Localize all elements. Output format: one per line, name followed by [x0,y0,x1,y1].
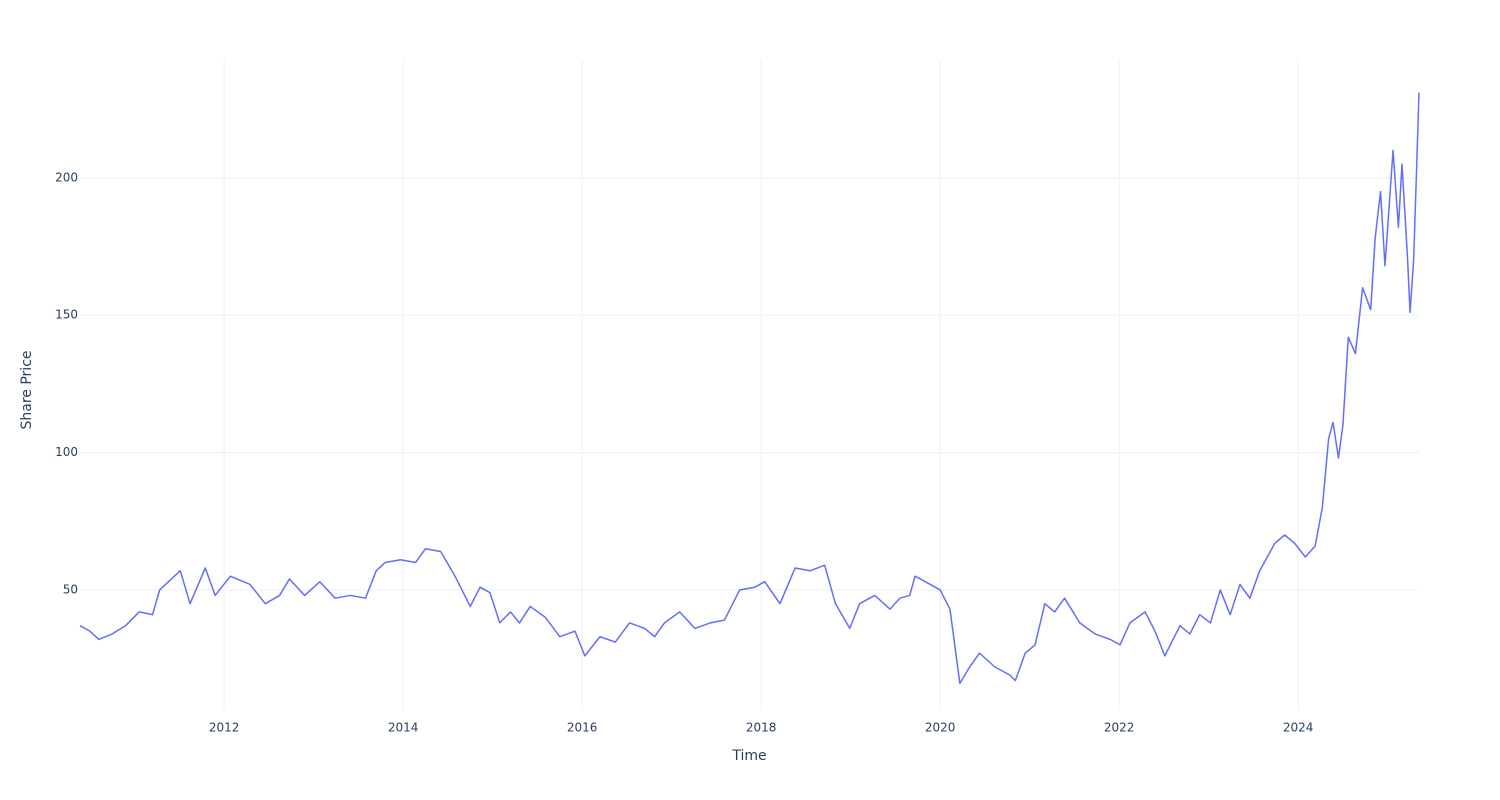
y-tick-label: 50 [63,582,78,596]
y-tick-label: 100 [55,445,78,459]
y-tick-label: 150 [55,308,78,322]
x-tick-label: 2016 [567,721,598,735]
x-tick-label: 2024 [1283,721,1314,735]
x-tick-label: 2020 [925,721,956,735]
price-line [79,92,1420,685]
x-tick-label: 2014 [388,721,419,735]
y-tick-label: 200 [55,170,78,184]
y-axis-title: Share Price [19,350,35,429]
x-tick-label: 2012 [209,721,240,735]
x-tick-label: 2018 [746,721,777,735]
x-tick-label: 2022 [1104,721,1135,735]
x-axis-title: Time [731,748,766,764]
